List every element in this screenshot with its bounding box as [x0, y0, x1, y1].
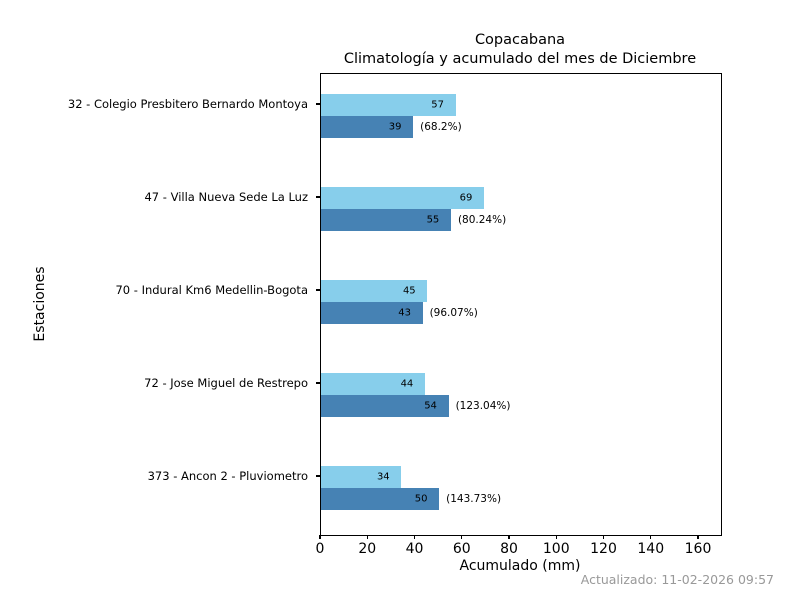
y-tick-mark [316, 196, 320, 198]
x-tick-label: 100 [542, 541, 570, 557]
climatology-value-label: 34 [376, 471, 390, 483]
updated-timestamp: Actualizado: 11-02-2026 09:57 [580, 572, 774, 587]
climatology-bar: 69 [321, 187, 484, 209]
x-tick-mark [697, 535, 699, 539]
y-tick-label-station: 373 - Ancon 2 - Pluviometro [147, 469, 308, 483]
y-tick-label-station: 72 - Jose Miguel de Restrepo [144, 376, 308, 390]
x-tick-mark [602, 535, 605, 539]
accumulated-bar: 43 [321, 302, 423, 324]
x-tick-label: 140 [637, 541, 665, 557]
percent-of-climatology-label: (80.24%) [457, 214, 507, 226]
climatology-bar: 45 [321, 280, 428, 302]
accumulated-value-label: 50 [414, 493, 428, 505]
climatology-value-label: 44 [400, 378, 414, 390]
accumulated-bar: 55 [321, 209, 451, 231]
accumulated-value-label: 54 [424, 400, 437, 412]
y-axis-label: Estaciones [32, 266, 48, 342]
x-tick-mark [650, 535, 652, 539]
x-tick-label: 120 [590, 541, 617, 557]
accumulated-bar: 50 [321, 488, 440, 510]
climatology-value-label: 57 [431, 99, 445, 111]
chart-title: Copacabana Climatología y acumulado del … [344, 31, 696, 69]
accumulated-bar: 54 [321, 395, 449, 417]
x-tick-label: 60 [452, 541, 471, 557]
x-tick-mark [461, 535, 463, 539]
accumulated-bar: 39 [321, 116, 414, 138]
x-tick-label: 0 [315, 541, 325, 557]
chart-title-line2: Climatología y acumulado del mes de Dici… [343, 51, 697, 67]
x-tick-label: 40 [405, 541, 424, 557]
x-tick-mark [366, 535, 368, 539]
climatology-bar: 44 [321, 373, 425, 395]
percent-of-climatology-label: (68.2%) [420, 121, 462, 133]
x-tick-mark [508, 535, 510, 539]
climatology-bar: 57 [321, 94, 456, 116]
x-axis-label: Acumulado (mm) [459, 558, 581, 574]
climatology-value-label: 45 [402, 285, 416, 297]
y-tick-mark [316, 475, 320, 477]
y-tick-label-station: 32 - Colegio Presbitero Bernardo Montoya [67, 97, 308, 111]
y-tick-mark [316, 289, 320, 291]
x-tick-label: 160 [684, 541, 712, 557]
x-tick-label: 80 [500, 541, 518, 557]
x-tick-mark [319, 535, 321, 539]
accumulated-value-label: 39 [388, 121, 402, 133]
plot-area: 57 39 (68.2%) 69 55 (80.24%) 45 43 (96.07%) 44 54 (… [320, 73, 722, 536]
y-tick-label-station: 47 - Villa Nueva Sede La Luz [144, 190, 308, 204]
accumulated-value-label: 55 [426, 214, 440, 226]
y-tick-mark [316, 103, 320, 105]
climatology-bar: 34 [321, 466, 402, 488]
accumulated-value-label: 43 [398, 307, 411, 319]
percent-of-climatology-label: (96.07%) [429, 307, 478, 319]
percent-of-climatology-label: (123.04%) [455, 400, 511, 412]
climatology-value-label: 69 [459, 192, 473, 204]
y-tick-mark [316, 382, 320, 384]
x-tick-mark [555, 535, 557, 539]
x-tick-label: 20 [358, 541, 377, 557]
percent-of-climatology-label: (143.73%) [446, 493, 502, 505]
y-tick-label-station: 70 - Indural Km6 Medellin-Bogota [115, 283, 308, 297]
chart-title-line1: Copacabana [474, 32, 566, 48]
x-tick-mark [413, 535, 416, 539]
